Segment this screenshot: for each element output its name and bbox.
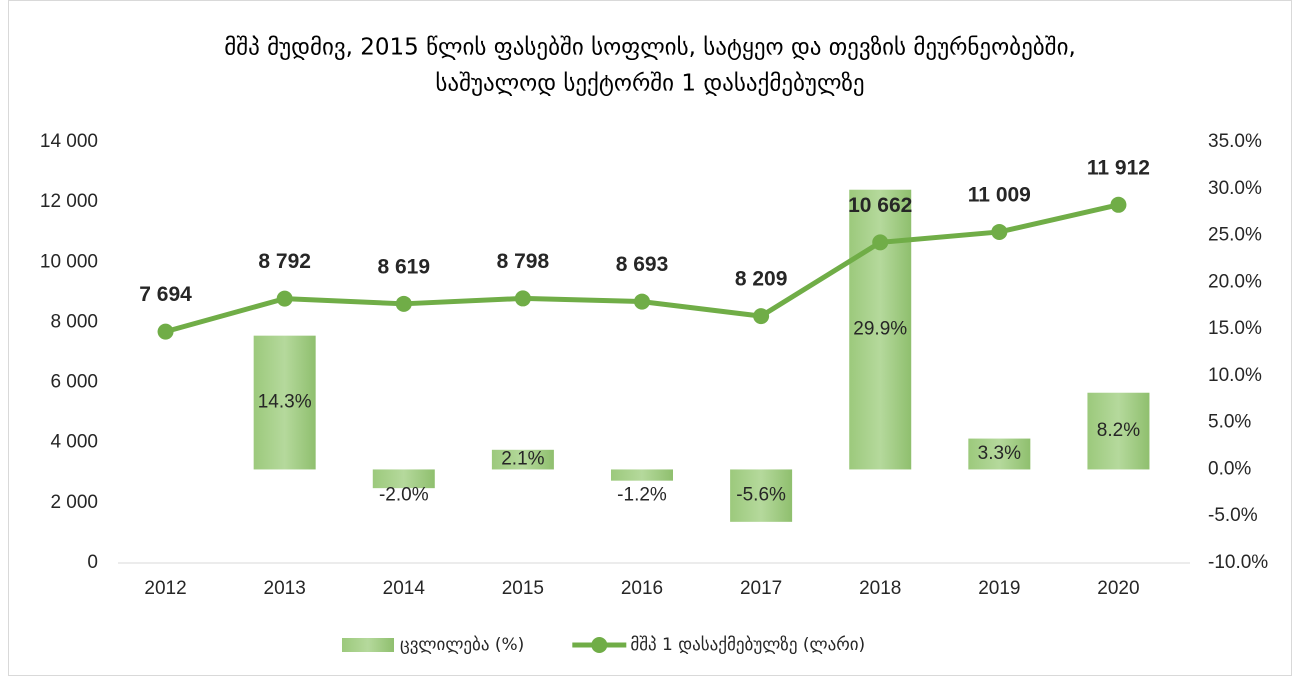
- line-value-label: 11 009: [968, 183, 1031, 206]
- bar-value-label: 14.3%: [258, 392, 312, 413]
- bar-value-label: -5.6%: [736, 484, 786, 505]
- line-value-label: 10 662: [848, 194, 912, 217]
- y2-tick-label: 15.0%: [1208, 318, 1262, 339]
- bar: [372, 469, 435, 489]
- x-tick-label: 2020: [1097, 578, 1139, 599]
- bar: [730, 469, 793, 522]
- line-value-label: 8 693: [616, 253, 669, 276]
- legend-label: ცვლილება (%): [400, 635, 524, 655]
- line-value-label: 8 619: [377, 255, 430, 278]
- y2-tick-label: 10.0%: [1208, 365, 1262, 386]
- x-tick-label: 2015: [502, 578, 544, 599]
- chart-border: [8, 0, 1292, 676]
- line-marker: [1110, 196, 1127, 213]
- y-tick-label: 14 000: [40, 131, 98, 152]
- line-marker: [634, 293, 650, 310]
- chart-title: მშპ მუდმივ, 2015 წლის ფასებში სოფლის, სა…: [224, 35, 1076, 61]
- bar-value-label: 3.3%: [978, 443, 1021, 464]
- y-tick-label: 2 000: [50, 492, 98, 513]
- y2-tick-label: 25.0%: [1208, 225, 1262, 246]
- legend-swatch: [342, 638, 394, 652]
- line-value-label: 8 798: [497, 250, 550, 273]
- y-tick-label: 10 000: [40, 251, 98, 272]
- bar-value-label: -1.2%: [617, 484, 667, 505]
- chart-title: საშუალოდ სექტორში 1 დასაქმებულზე: [435, 71, 864, 97]
- x-tick-label: 2012: [144, 578, 186, 599]
- y2-tick-label: 30.0%: [1208, 178, 1262, 199]
- x-tick-label: 2013: [264, 578, 306, 599]
- line-marker: [991, 223, 1008, 240]
- line-marker: [157, 323, 174, 340]
- y2-tick-label: 5.0%: [1208, 412, 1251, 433]
- line-value-label: 7 694: [139, 283, 192, 306]
- y2-tick-label: 0.0%: [1208, 458, 1251, 479]
- y-tick-label: 0: [87, 552, 98, 573]
- x-tick-label: 2017: [740, 578, 782, 599]
- bar: [611, 469, 673, 481]
- line-value-label: 8 792: [258, 250, 311, 273]
- bar-value-label: -2.0%: [379, 484, 429, 505]
- x-tick-label: 2018: [859, 578, 901, 599]
- y2-tick-label: -5.0%: [1208, 505, 1258, 526]
- line-marker: [276, 290, 293, 307]
- bar-value-label: 29.9%: [853, 319, 907, 340]
- y-tick-label: 8 000: [50, 311, 98, 332]
- x-tick-label: 2014: [383, 578, 426, 599]
- bar: [491, 449, 554, 470]
- line-marker: [514, 290, 531, 307]
- y2-tick-label: 20.0%: [1208, 271, 1262, 292]
- y-tick-label: 6 000: [50, 372, 98, 393]
- bar-value-label: 2.1%: [501, 449, 544, 470]
- legend-swatch: [591, 637, 608, 653]
- y-tick-label: 12 000: [40, 191, 98, 212]
- line-marker: [872, 234, 889, 251]
- y2-tick-label: -10.0%: [1208, 552, 1268, 573]
- x-tick-label: 2016: [621, 578, 663, 599]
- bar: [253, 335, 316, 470]
- bar: [968, 438, 1031, 470]
- legend-label: მშპ 1 დასაქმებულზე (ლარი): [630, 635, 865, 655]
- bar: [1087, 392, 1150, 470]
- x-tick-label: 2019: [978, 578, 1020, 599]
- y-tick-label: 4 000: [50, 432, 98, 453]
- bar-value-label: 8.2%: [1097, 420, 1140, 441]
- line-value-label: 8 209: [735, 268, 788, 291]
- y2-tick-label: 35.0%: [1208, 131, 1262, 152]
- line-marker: [753, 308, 770, 325]
- line-marker: [395, 295, 412, 312]
- line-value-label: 11 912: [1087, 156, 1150, 179]
